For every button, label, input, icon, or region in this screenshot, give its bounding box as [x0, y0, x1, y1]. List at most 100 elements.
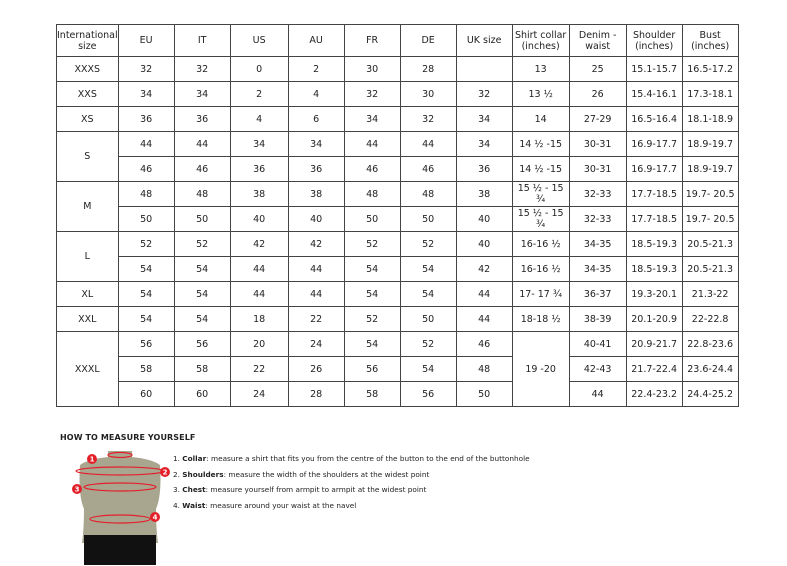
column-header: AU — [287, 24, 345, 57]
table-cell: 54 — [117, 256, 175, 282]
torso-measurement-figure: 1 2 3 4 — [72, 451, 170, 565]
table-row: XS 36 36 4 6 34 32 34 14 27-29 16.5-16.4 18.1-18.9 — [56, 106, 739, 132]
table-cell: 34-35 — [568, 231, 627, 257]
table-cell: 54 — [343, 281, 401, 307]
size-label-cell: S — [56, 131, 119, 182]
table-cell: 36 — [287, 156, 345, 182]
table-cell: 44 — [287, 256, 345, 282]
table-row: XXS 34 34 2 4 32 30 32 13 ½ 26 15.4-16.1 17.3-18.1 — [56, 81, 739, 107]
table-cell: 50 — [117, 206, 175, 232]
table-cell: 22 — [287, 306, 345, 332]
step-shoulders: 2. Shoulders: measure the width of the s… — [173, 467, 530, 483]
table-cell: 34 — [287, 131, 345, 157]
step-chest: 3. Chest: measure yourself from armpit t… — [173, 482, 530, 498]
table-cell: 19.7- 20.5 — [681, 206, 739, 232]
table-cell: 56 — [117, 331, 175, 357]
table-cell: 18-18 ½ — [511, 306, 570, 332]
step-text: : measure a shirt that fits you from the… — [206, 454, 530, 463]
table-cell: 58 — [173, 356, 231, 382]
table-cell: 2 — [287, 56, 345, 82]
table-cell: 32 — [455, 81, 513, 107]
step-number: 2. — [173, 469, 180, 479]
table-cell: 26 — [287, 356, 345, 382]
table-cell: 46 — [173, 156, 231, 182]
table-cell: 27-29 — [568, 106, 627, 132]
collar-cell: 19 -20 — [511, 331, 570, 407]
table-cell: 42 — [455, 256, 513, 282]
table-cell: 26 — [568, 81, 627, 107]
table-cell: 58 — [117, 356, 175, 382]
table-row: 50 50 40 40 50 50 40 15 ½ - 15 ¾ 32-33 17.7-18.5 1… — [57, 206, 739, 232]
table-cell: 54 — [343, 331, 401, 357]
table-cell: 25 — [568, 56, 627, 82]
table-cell: 0 — [229, 56, 289, 82]
table-cell: 13 — [511, 56, 570, 82]
table-cell: 52 — [173, 231, 231, 257]
table-cell: 32 — [343, 81, 401, 107]
table-cell: 36 — [229, 156, 289, 182]
table-cell: 44 — [455, 281, 513, 307]
step-text: : measure the width of the shoulders at … — [223, 469, 430, 479]
size-label-cell: M — [56, 181, 119, 232]
table-cell: 14 ½ -15 — [511, 131, 570, 157]
table-cell: 34 — [117, 81, 175, 107]
step-term: Chest — [182, 485, 206, 495]
table-cell: 22-22.8 — [681, 306, 739, 332]
size-label-cell: XXXL — [56, 331, 119, 407]
column-header: Bust (inches) — [681, 24, 739, 57]
table-cell: 46 — [117, 156, 175, 182]
table-cell: 24 — [229, 381, 289, 407]
step-number: 1. — [173, 454, 180, 463]
table-cell: 54 — [117, 306, 175, 332]
column-header: UK size — [455, 24, 513, 57]
table-row: L 52 52 42 42 52 52 40 16-16 ½ 34-35 18.5-19.3 20.5… — [56, 231, 739, 282]
table-cell: 4 — [229, 106, 289, 132]
table-cell: 16-16 ½ — [511, 231, 570, 257]
table-cell: 20 — [229, 331, 289, 357]
table-row: XL 54 54 44 44 54 54 44 17- 17 ¾ 36-37 19.3-20.1 21… — [56, 281, 739, 307]
table-cell: 60 — [117, 381, 175, 407]
table-cell: 48 — [173, 181, 231, 207]
table-cell: 40 — [287, 206, 345, 232]
table-cell: 50 — [399, 206, 457, 232]
table-cell: 16.5-17.2 — [681, 56, 739, 82]
table-cell: 28 — [399, 56, 457, 82]
size-label-cell: L — [56, 231, 119, 282]
table-cell: 15.1-15.7 — [625, 56, 683, 82]
table-cell: 13 ½ — [511, 81, 570, 107]
table-cell: 36 — [173, 106, 231, 132]
table-cell: 17.7-18.5 — [625, 181, 683, 207]
measurement-steps: 1. Collar: measure a shirt that fits you… — [173, 451, 530, 513]
marker-icons — [72, 454, 170, 522]
table-cell: 36 — [117, 106, 175, 132]
table-cell: 54 — [343, 256, 401, 282]
size-label-cell: XXS — [56, 81, 119, 107]
table-cell: 32-33 — [568, 181, 627, 207]
table-cell: 34 — [173, 81, 231, 107]
column-header: Shoulder (inches) — [625, 24, 683, 57]
table-cell: 18.5-19.3 — [625, 231, 683, 257]
table-cell: 34 — [229, 131, 289, 157]
table-cell: 34 — [455, 106, 513, 132]
table-cell: 30 — [399, 81, 457, 107]
table-cell: 50 — [399, 306, 457, 332]
table-cell: 14 ½ -15 — [511, 156, 570, 182]
size-label-cell: XXL — [56, 306, 119, 332]
table-cell: 16.9-17.7 — [625, 131, 683, 157]
column-header: FR — [343, 24, 401, 57]
table-cell: 20.1-20.9 — [625, 306, 683, 332]
table-cell: 18.9-19.7 — [681, 131, 739, 157]
table-cell: 22.8-23.6 — [681, 331, 739, 357]
table-cell: 23.6-24.4 — [681, 356, 739, 382]
table-cell: 21.7-22.4 — [625, 356, 683, 382]
table-cell: 36-37 — [568, 281, 627, 307]
table-cell: 20.5-21.3 — [681, 256, 739, 282]
table-cell: 16.9-17.7 — [625, 156, 683, 182]
table-cell: 52 — [343, 231, 401, 257]
table-cell: 19.7- 20.5 — [681, 181, 739, 207]
table-cell: 44 — [568, 381, 627, 407]
marker-1: 1 — [90, 456, 95, 464]
table-cell: 52 — [399, 331, 457, 357]
table-cell: 18.1-18.9 — [681, 106, 739, 132]
table-cell: 52 — [399, 231, 457, 257]
